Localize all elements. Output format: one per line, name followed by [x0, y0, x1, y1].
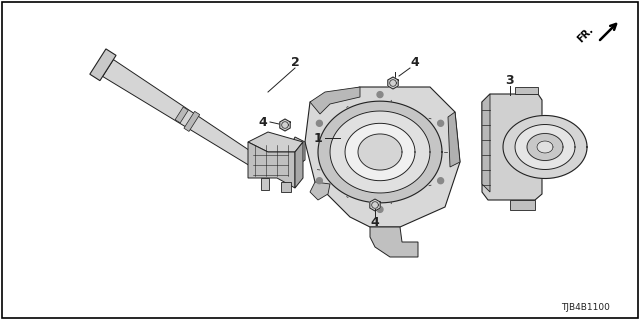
Polygon shape	[310, 182, 330, 200]
Text: 4: 4	[259, 116, 268, 129]
Polygon shape	[248, 142, 295, 188]
Polygon shape	[175, 107, 188, 123]
Polygon shape	[248, 132, 303, 152]
Polygon shape	[370, 199, 380, 211]
Polygon shape	[377, 92, 383, 98]
Polygon shape	[515, 124, 575, 170]
Polygon shape	[370, 227, 418, 257]
Polygon shape	[90, 49, 116, 81]
Polygon shape	[377, 206, 383, 212]
Polygon shape	[448, 112, 460, 167]
Polygon shape	[482, 94, 490, 192]
Polygon shape	[310, 87, 360, 114]
Polygon shape	[261, 178, 269, 190]
Polygon shape	[316, 120, 323, 126]
Polygon shape	[295, 142, 303, 188]
Polygon shape	[318, 101, 442, 203]
Polygon shape	[510, 200, 535, 210]
Polygon shape	[358, 134, 402, 170]
Polygon shape	[345, 123, 415, 181]
Polygon shape	[527, 133, 563, 161]
Text: TJB4B1100: TJB4B1100	[561, 303, 610, 312]
Text: 2: 2	[291, 55, 300, 68]
Polygon shape	[515, 87, 538, 94]
Text: 1: 1	[314, 132, 323, 145]
Polygon shape	[102, 60, 268, 173]
Text: 4: 4	[411, 55, 419, 68]
Polygon shape	[184, 111, 200, 132]
Polygon shape	[438, 120, 444, 126]
Text: FR.: FR.	[575, 25, 595, 45]
Polygon shape	[280, 119, 290, 131]
Polygon shape	[281, 182, 291, 192]
Polygon shape	[438, 178, 444, 184]
Polygon shape	[316, 178, 323, 184]
Polygon shape	[482, 94, 542, 200]
Polygon shape	[503, 116, 587, 179]
Text: 3: 3	[506, 74, 515, 86]
Polygon shape	[290, 137, 305, 167]
Polygon shape	[537, 141, 553, 153]
Polygon shape	[388, 77, 398, 89]
Text: 4: 4	[371, 217, 380, 229]
Polygon shape	[330, 111, 430, 193]
Polygon shape	[305, 87, 460, 227]
